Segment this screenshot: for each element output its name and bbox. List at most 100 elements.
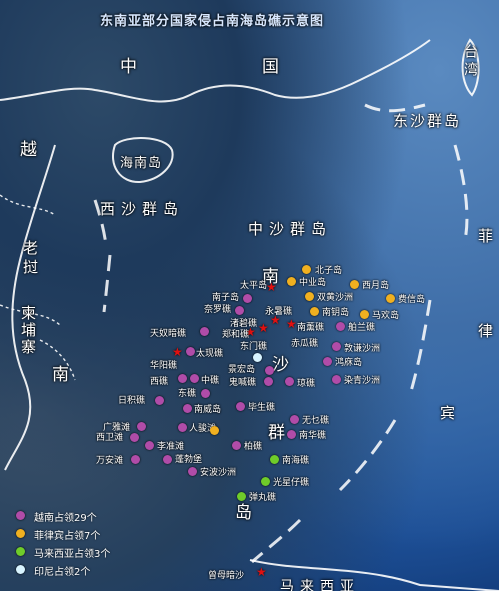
marker-nanhua (287, 430, 296, 439)
label-jinghong: 景宏岛 (228, 365, 256, 375)
label-dongmen: 东门礁 (240, 342, 268, 352)
marker-guangxing (261, 477, 270, 486)
marker-dunqian (332, 342, 341, 351)
legend-label-philippines: 菲律宾占领7个 (34, 531, 101, 542)
marker-wuye (290, 415, 299, 424)
marker-xiwei (130, 433, 139, 442)
marker-xijiao (178, 374, 187, 383)
marker-wanan (131, 455, 140, 464)
label-xiyue: 西月岛 (362, 281, 390, 291)
legend-swatch-philippines (16, 529, 25, 538)
marker-indonesia (253, 353, 262, 362)
label-hongxiu: 鸿庥岛 (335, 358, 363, 368)
label-zhenghe: 郑和礁 (222, 330, 250, 340)
label-nanxun: 南薰礁 (297, 323, 325, 333)
label-huayang: 华阳礁 (150, 361, 178, 371)
label-nanzi: 南子岛 (212, 293, 240, 303)
marker-shuanghuang (305, 292, 314, 301)
marker-naluo (235, 306, 244, 315)
marker-pengbo (163, 455, 172, 464)
china-marker-star: ★ (266, 280, 277, 294)
marker-anbo (188, 467, 197, 476)
label-nanwei: 南威岛 (194, 405, 222, 415)
label-tianni: 天奴暗礁 (150, 329, 187, 339)
region-zhongsha: 中沙群岛 (248, 220, 333, 238)
label-bojiao: 柏礁 (244, 442, 263, 452)
region-dongsha: 东沙群岛 (393, 112, 462, 130)
marker-bisheng (236, 402, 245, 411)
legend-swatch-vietnam (16, 511, 25, 520)
marker-hongxiu (323, 357, 332, 366)
label-feixin: 费信岛 (398, 295, 426, 305)
marker-taixian (186, 347, 195, 356)
marker-xiyue (350, 280, 359, 289)
marker-bojiao (232, 441, 241, 450)
label-guangya: 广雅滩 (103, 423, 131, 433)
label-qiongjiao: 琼礁 (297, 379, 316, 389)
marker-nanyao (310, 307, 319, 316)
marker-qiongjiao (285, 377, 294, 386)
legend-swatch-malaysia (16, 547, 25, 556)
marker-bolan (336, 322, 345, 331)
region-nansha-1: 南 (262, 267, 281, 287)
region-bin: 宾 (440, 404, 458, 422)
label-renjun: 人骏滩 (189, 424, 217, 434)
region-nansha-3: 群 (268, 423, 287, 443)
region-yue: 越 (20, 140, 39, 160)
label-bisheng: 毕生礁 (248, 403, 276, 413)
label-shuanghuang: 双黄沙洲 (317, 293, 354, 303)
marker-danwan (237, 492, 246, 501)
marker-lizhun (145, 441, 154, 450)
region-xisha: 西沙群岛 (100, 200, 185, 218)
label-yongshu: 永暑礁 (265, 307, 293, 317)
label-dunqian: 敦谦沙洲 (344, 344, 381, 354)
label-ranqing: 染青沙洲 (344, 376, 381, 386)
marker-dongjiao (201, 389, 210, 398)
label-naluo: 奈罗礁 (204, 305, 232, 315)
marker-ranqing (332, 375, 341, 384)
region-fei: 菲 (478, 227, 496, 245)
marker-liumen (210, 426, 219, 435)
region-china-2: 国 (262, 57, 281, 77)
legend-label-vietnam: 越南占领29个 (34, 513, 97, 524)
legend-label-malaysia: 马来西亚占领3个 (34, 549, 111, 560)
legend-label-indonesia: 印尼占领2个 (34, 567, 91, 578)
label-xiwei: 西卫滩 (96, 433, 124, 443)
marker-guiyu (264, 377, 273, 386)
region-hainan: 海南岛 (120, 156, 163, 171)
china-marker-star: ★ (270, 313, 281, 327)
marker-mahuan (360, 310, 369, 319)
marker-zhongjiao (190, 374, 199, 383)
label-zengmu: 曾母暗沙 (208, 571, 245, 581)
region-malaysia: 马来西亚 (280, 579, 360, 591)
region-china-1: 中 (120, 57, 139, 77)
label-zhongye: 中业岛 (299, 278, 327, 288)
label-wanan: 万安滩 (96, 456, 124, 466)
label-mahuan: 马欢岛 (372, 311, 400, 321)
marker-nanzi (243, 294, 252, 303)
label-lizhun: 李准滩 (157, 442, 185, 452)
region-nansha-2: 沙 (272, 355, 291, 375)
map-title: 东南亚部分国家侵占南海岛礁示意图 (100, 14, 325, 29)
label-zhubi: 渚碧礁 (230, 319, 258, 329)
marker-jinghong (265, 366, 274, 375)
label-anbo: 安波沙洲 (200, 468, 237, 478)
china-marker-star: ★ (256, 565, 267, 579)
china-marker-star: ★ (245, 325, 256, 339)
label-xijiao: 西礁 (150, 377, 169, 387)
marker-nanwei (183, 404, 192, 413)
marker-zhongye (287, 277, 296, 286)
label-guiyu: 鬼喊礁 (229, 378, 257, 388)
china-marker-star: ★ (286, 317, 297, 331)
region-taiwan: 台湾 (462, 44, 478, 80)
region-nan-left: 南 (52, 365, 71, 385)
label-dongjiao: 东礁 (178, 389, 197, 399)
region-laowo: 老挝 (21, 240, 39, 278)
label-taixian: 太现礁 (196, 349, 224, 359)
label-wuye: 无乜礁 (302, 416, 330, 426)
marker-beizi (302, 265, 311, 274)
label-nanhua: 南华礁 (299, 431, 327, 441)
marker-tianni (200, 327, 209, 336)
